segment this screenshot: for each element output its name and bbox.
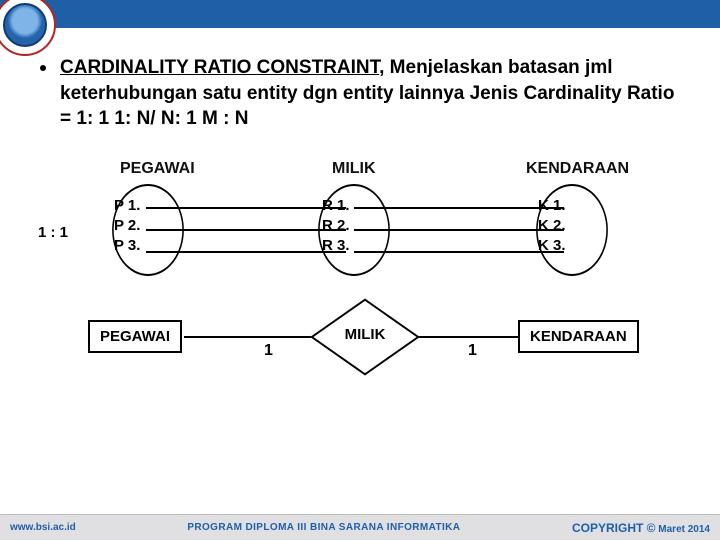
entity-kendaraan: KENDARAAN xyxy=(518,320,639,353)
item: P 1. xyxy=(114,196,140,216)
set-labels-row: PEGAWAI MILIK KENDARAAN xyxy=(40,160,690,182)
erd-diagram: PEGAWAI MILIK KENDARAAN 1 1 xyxy=(40,320,690,400)
diamond-label: MILIK xyxy=(310,326,420,343)
items-pegawai: P 1. P 2. P 3. xyxy=(114,196,140,257)
items-milik: R 1. R 2. R 3. xyxy=(322,196,350,257)
label-milik: MILIK xyxy=(332,160,376,178)
item: R 1. xyxy=(322,196,350,216)
label-pegawai: PEGAWAI xyxy=(120,160,195,178)
cardinality-left: 1 xyxy=(264,342,273,360)
cardinality-right: 1 xyxy=(468,342,477,360)
footer-url: www.bsi.ac.id xyxy=(10,522,76,533)
footer-bar: www.bsi.ac.id PROGRAM DIPLOMA III BINA S… xyxy=(0,514,720,540)
item: K 3. xyxy=(538,236,566,256)
copyright-date: Maret 2014 xyxy=(656,524,710,535)
item: P 3. xyxy=(114,236,140,256)
heading-text: CARDINALITY RATIO CONSTRAINT, Menjelaska… xyxy=(60,55,690,132)
item: K 1. xyxy=(538,196,566,216)
logo-badge xyxy=(0,0,56,56)
footer-program: PROGRAM DIPLOMA III BINA SARANA INFORMAT… xyxy=(76,522,572,533)
item: R 3. xyxy=(322,236,350,256)
item: K 2. xyxy=(538,216,566,236)
heading-title: CARDINALITY RATIO CONSTRAINT xyxy=(60,57,379,78)
label-kendaraan: KENDARAAN xyxy=(526,160,629,178)
footer-copyright: COPYRIGHT © Maret 2014 xyxy=(572,521,710,535)
logo-inner xyxy=(3,3,47,47)
set-diagram: 1 : 1 P 1. P 2. P 3. R 1. R 2. R 3. xyxy=(40,184,690,294)
bullet-icon xyxy=(40,65,46,71)
item: P 2. xyxy=(114,216,140,236)
entity-pegawai: PEGAWAI xyxy=(88,320,182,353)
slide-content: CARDINALITY RATIO CONSTRAINT, Menjelaska… xyxy=(40,55,690,400)
header-bar xyxy=(0,0,720,28)
items-kendaraan: K 1. K 2. K 3. xyxy=(538,196,566,257)
bullet-block: CARDINALITY RATIO CONSTRAINT, Menjelaska… xyxy=(40,55,690,132)
relationship-milik: MILIK xyxy=(310,312,420,362)
copyright-label: COPYRIGHT © xyxy=(572,521,656,535)
item: R 2. xyxy=(322,216,350,236)
